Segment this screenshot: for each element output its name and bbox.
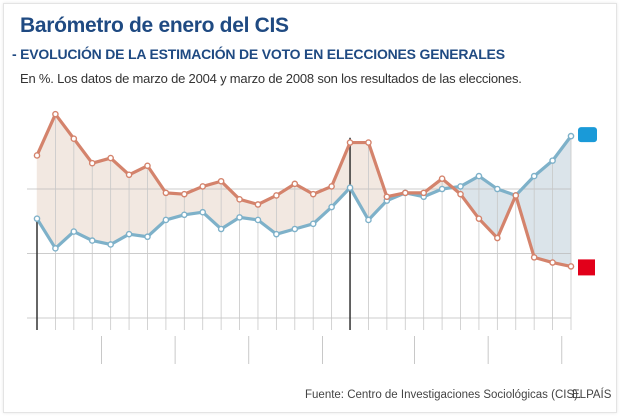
area-between-series <box>147 164 167 238</box>
area-between-series <box>73 137 93 242</box>
data-point-psoe <box>33 152 41 159</box>
area-between-series <box>349 142 369 221</box>
data-point-psoe <box>383 193 391 201</box>
data-point-psoe <box>236 196 243 203</box>
logo-badge <box>578 127 597 143</box>
data-point-pp <box>52 245 59 252</box>
brand-logo: ELPAÍS <box>572 389 612 401</box>
data-point-pp <box>530 172 538 180</box>
data-point-psoe <box>70 135 78 142</box>
data-point-psoe <box>530 254 538 261</box>
data-point-psoe <box>217 177 225 185</box>
data-point-pp <box>70 228 78 235</box>
data-point-psoe <box>567 263 575 270</box>
data-point-psoe <box>365 139 372 146</box>
chart-subtitle: - EVOLUCIÓN DE LA ESTIMACIÓN DE VOTO EN … <box>12 46 505 62</box>
data-point-psoe <box>512 192 520 199</box>
pp-logo-icon <box>578 127 597 143</box>
data-point-pp <box>475 172 483 180</box>
data-point-pp <box>144 233 151 241</box>
source-note: Fuente: Centro de Investigaciones Sociol… <box>305 389 582 401</box>
data-point-psoe <box>309 190 317 198</box>
data-point-psoe <box>254 201 262 208</box>
data-point-pp <box>328 203 335 211</box>
data-point-psoe <box>494 234 501 242</box>
data-point-pp <box>309 220 317 228</box>
data-point-psoe <box>125 171 133 179</box>
data-point-pp <box>125 230 133 238</box>
data-point-psoe <box>88 159 96 167</box>
psoe-logo-icon <box>578 259 595 276</box>
data-point-pp <box>181 211 188 219</box>
data-point-pp <box>457 183 464 190</box>
data-point-psoe <box>549 259 556 266</box>
data-point-pp <box>438 185 446 193</box>
data-point-pp <box>107 241 114 248</box>
data-point-psoe <box>475 215 483 222</box>
data-point-pp <box>33 215 41 222</box>
data-point-pp <box>549 157 556 164</box>
data-point-pp <box>365 216 372 224</box>
chart-title: Barómetro de enero del CIS <box>20 14 289 37</box>
logo-badge <box>578 259 595 276</box>
data-point-psoe <box>144 162 151 170</box>
data-point-pp <box>291 225 299 233</box>
data-point-pp <box>346 184 354 192</box>
data-point-pp <box>162 216 170 224</box>
data-point-pp <box>254 216 262 224</box>
data-point-psoe <box>162 189 170 197</box>
area-between-series <box>91 157 111 245</box>
data-point-psoe <box>438 175 446 182</box>
series-line-pp <box>35 135 573 250</box>
data-point-pp <box>273 230 280 238</box>
data-point-psoe <box>420 189 427 197</box>
data-point-psoe <box>107 154 114 162</box>
data-point-psoe <box>457 190 464 198</box>
data-point-psoe <box>199 183 207 190</box>
chart-note: En %. Los datos de marzo de 2004 y marzo… <box>20 71 522 86</box>
data-point-pp <box>88 237 96 244</box>
data-point-pp <box>217 225 225 233</box>
data-point-psoe <box>328 183 335 190</box>
series-line-psoe <box>35 112 572 268</box>
data-point-pp <box>567 132 575 140</box>
card-frame <box>3 3 617 413</box>
data-point-pp <box>236 214 243 221</box>
data-point-psoe <box>346 139 354 146</box>
data-point-psoe <box>291 180 299 188</box>
data-point-pp <box>494 185 501 193</box>
data-point-psoe <box>273 192 280 199</box>
data-point-psoe <box>52 110 59 118</box>
data-point-pp <box>199 208 207 216</box>
data-point-psoe <box>181 190 188 198</box>
data-point-psoe <box>401 189 409 197</box>
